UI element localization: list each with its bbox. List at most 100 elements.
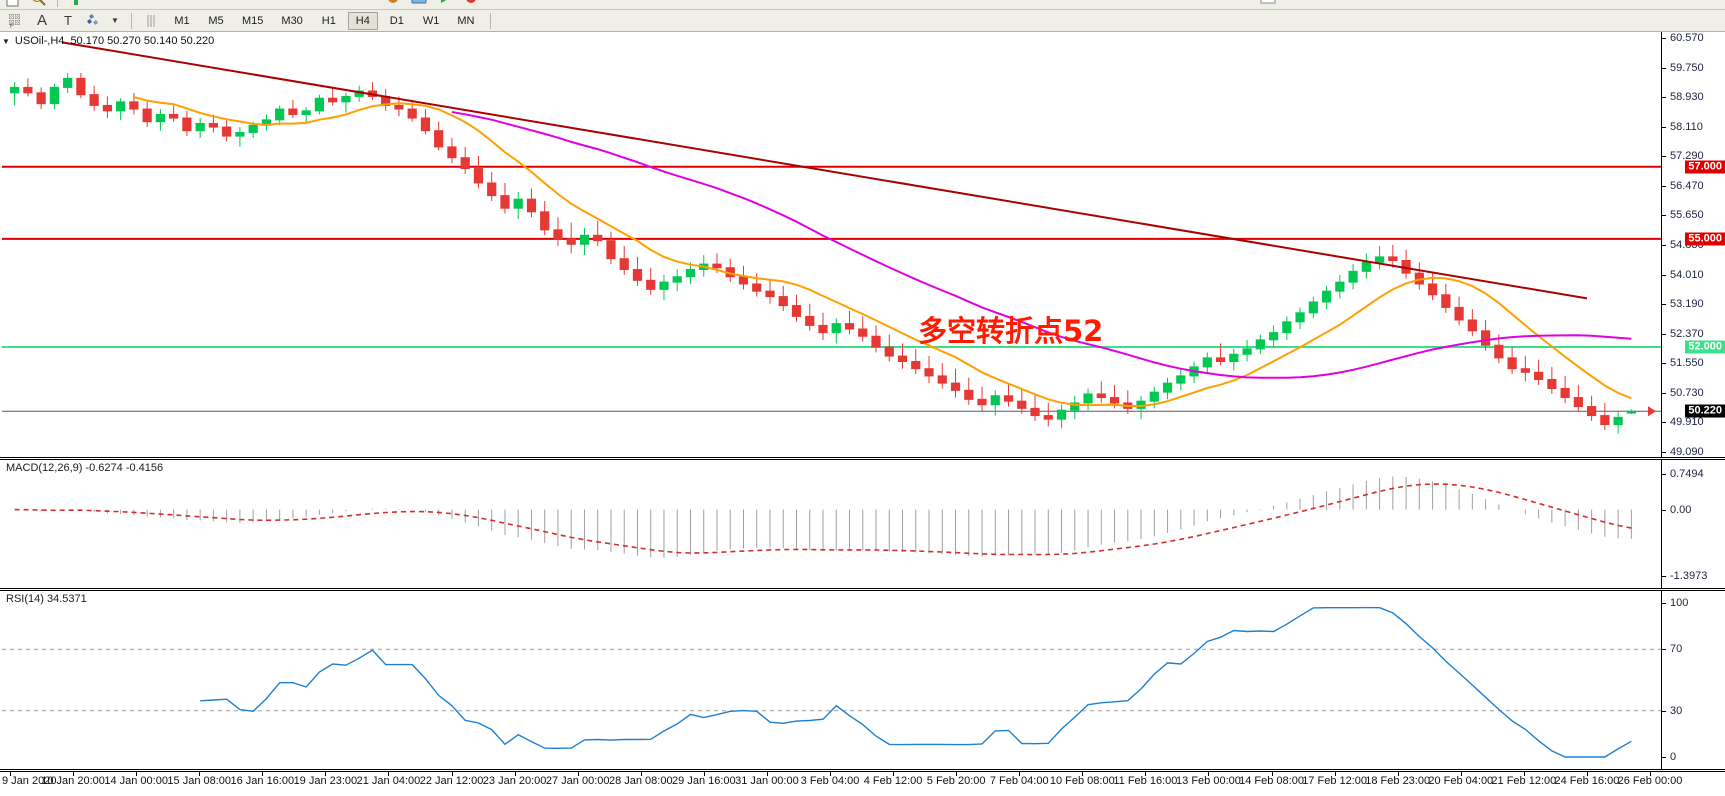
- price-tick: [1662, 304, 1666, 306]
- bar-chart-icon[interactable]: [66, 0, 86, 9]
- date-tick: [262, 772, 264, 776]
- timeframe-button-m5[interactable]: M5: [208, 14, 224, 27]
- date-label: 16 Jan 16:00: [230, 775, 295, 787]
- price-tick: [1662, 185, 1666, 187]
- rsi-tick: [1662, 603, 1666, 604]
- date-tick: [640, 772, 642, 776]
- date-tick: [1145, 772, 1147, 776]
- date-label: 7 Feb 04:00: [989, 775, 1049, 787]
- templates-icon[interactable]: [409, 0, 429, 9]
- stop-record-icon[interactable]: [461, 0, 481, 9]
- svg-text:F: F: [10, 24, 14, 29]
- text-label-icon[interactable]: T: [64, 13, 72, 28]
- toolbar-top-group-mid[interactable]: [380, 0, 484, 9]
- price-tick-label: 51.550: [1670, 357, 1704, 370]
- date-label: 10 Jan 20:00: [41, 775, 105, 787]
- indicators-icon[interactable]: [383, 0, 403, 9]
- toolbar-top-group-left[interactable]: [0, 0, 89, 9]
- price-tick-label: 49.910: [1670, 416, 1704, 429]
- date-label: 28 Jan 08:00: [608, 775, 673, 787]
- date-label: 23 Jan 20:00: [482, 775, 547, 787]
- date-tick: [136, 772, 138, 776]
- toolbar-timeframe-row[interactable]: F A T ▼ M1 M5 M15 M30 H1 H4 D1 W1 MN: [0, 10, 1725, 32]
- timeframe-button-mn[interactable]: MN: [457, 14, 475, 27]
- macd-tick: [1662, 509, 1666, 511]
- date-tick: [956, 772, 958, 776]
- rsi-plot[interactable]: [2, 591, 1662, 769]
- date-label: 10 Feb 08:00: [1049, 775, 1115, 787]
- timeframe-button-m30[interactable]: M30: [281, 14, 303, 27]
- magnifier-icon[interactable]: [29, 0, 49, 9]
- toolbar-top-row[interactable]: [0, 0, 1725, 10]
- toolbar-divider: [490, 12, 492, 29]
- price-tag-50-220[interactable]: 50.220: [1685, 404, 1725, 418]
- price-tick: [1662, 422, 1666, 424]
- date-label: 26 Feb 00:00: [1617, 775, 1683, 787]
- rsi-svg: [2, 606, 1661, 758]
- price-tick: [1662, 215, 1666, 217]
- macd-pane[interactable]: MACD(12,26,9) -0.6274 -0.4156 0.7494 0.00…: [0, 459, 1725, 589]
- date-label: 21 Jan 04:00: [356, 775, 421, 787]
- macd-scale[interactable]: 0.7494 0.00 -1.3973: [1662, 460, 1725, 588]
- date-label: 24 Feb 16:00: [1554, 775, 1620, 787]
- price-tick-label: 49.090: [1670, 446, 1704, 458]
- symbol-header[interactable]: ▼ USOil-,H4 50.170 50.270 50.140 50.220: [2, 35, 214, 47]
- macd-tick-label: -1.3973: [1670, 570, 1708, 582]
- period-separator-icon: [139, 11, 163, 31]
- chart-area[interactable]: ▼ USOil-,H4 50.170 50.270 50.140 50.220 …: [0, 32, 1725, 796]
- date-label: 5 Feb 20:00: [926, 775, 986, 787]
- price-tick: [1662, 38, 1666, 39]
- price-tick: [1662, 97, 1666, 99]
- date-axis[interactable]: 9 Jan 2020 10 Jan 20:00 14 Jan 00:00 15 Jan…: [0, 771, 1725, 796]
- timeframe-button-group[interactable]: M1 M5 M15 M30 H1 H4 D1 W1 MN: [165, 11, 483, 30]
- date-label: 3 Feb 04:00: [800, 775, 860, 787]
- date-tick: [199, 772, 201, 776]
- chevron-down-icon[interactable]: ▼: [2, 36, 10, 46]
- play-forward-icon[interactable]: [435, 0, 455, 9]
- date-tick: [893, 772, 895, 776]
- price-scale[interactable]: 60.570 59.750 58.930 58.110 57.290 56.470 55.6…: [1662, 32, 1725, 458]
- date-tick: [830, 772, 831, 776]
- timeframe-button-m1[interactable]: M1: [174, 14, 190, 27]
- date-label: 14 Feb 08:00: [1239, 775, 1304, 787]
- price-tick-label: 50.730: [1670, 386, 1704, 399]
- text-A-icon[interactable]: A: [36, 12, 47, 29]
- rsi-tick: [1662, 710, 1666, 712]
- price-plot[interactable]: [2, 32, 1662, 457]
- date-tick: [388, 772, 390, 776]
- price-tag-55-000[interactable]: 55.000: [1685, 232, 1725, 246]
- rsi-tick: [1662, 757, 1666, 758]
- timeframe-button-m15[interactable]: M15: [242, 14, 264, 27]
- date-tick: [1271, 772, 1273, 776]
- date-tick: [1460, 772, 1462, 776]
- rsi-scale[interactable]: 100 70 30 0: [1662, 591, 1725, 769]
- date-tick: [1397, 772, 1399, 776]
- price-tag-52-000[interactable]: 52.000: [1685, 340, 1725, 354]
- date-label: 15 Jan 08:00: [167, 775, 232, 787]
- timeframe-button-h1[interactable]: H1: [321, 14, 336, 27]
- macd-plot[interactable]: [2, 460, 1662, 588]
- symbol-ohlc: 50.170 50.270 50.140 50.220: [70, 35, 215, 47]
- price-tick: [1662, 156, 1666, 158]
- toolbar-top-group-right[interactable]: [1255, 0, 1281, 9]
- timeframe-button-h4[interactable]: H4: [347, 11, 378, 30]
- macd-tick: [1662, 474, 1666, 475]
- price-pane[interactable]: ▼ USOil-,H4 50.170 50.270 50.140 50.220 …: [0, 32, 1725, 458]
- date-tick: [1082, 772, 1084, 776]
- new-chart-icon[interactable]: [3, 0, 23, 9]
- symbol-name: USOil-,H4: [14, 35, 65, 47]
- timeframe-button-d1[interactable]: D1: [389, 14, 404, 27]
- price-tick-label: 55.650: [1670, 209, 1704, 222]
- rsi-pane[interactable]: RSI(14) 34.5371 100 70 30 0: [0, 590, 1725, 770]
- timeframe-button-w1[interactable]: W1: [422, 14, 440, 27]
- grid-icon[interactable]: F: [4, 11, 28, 31]
- objects-list-icon[interactable]: [82, 11, 106, 31]
- price-tag-57-000[interactable]: 57.000: [1685, 160, 1725, 174]
- price-tick: [1662, 392, 1666, 394]
- date-tick: [1650, 772, 1651, 776]
- chevron-down-icon[interactable]: ▼: [111, 16, 119, 25]
- toolbar-divider: [57, 0, 58, 7]
- date-tick: [766, 772, 768, 776]
- price-tick: [1662, 363, 1666, 365]
- zoom-controls-icon[interactable]: [1258, 0, 1278, 9]
